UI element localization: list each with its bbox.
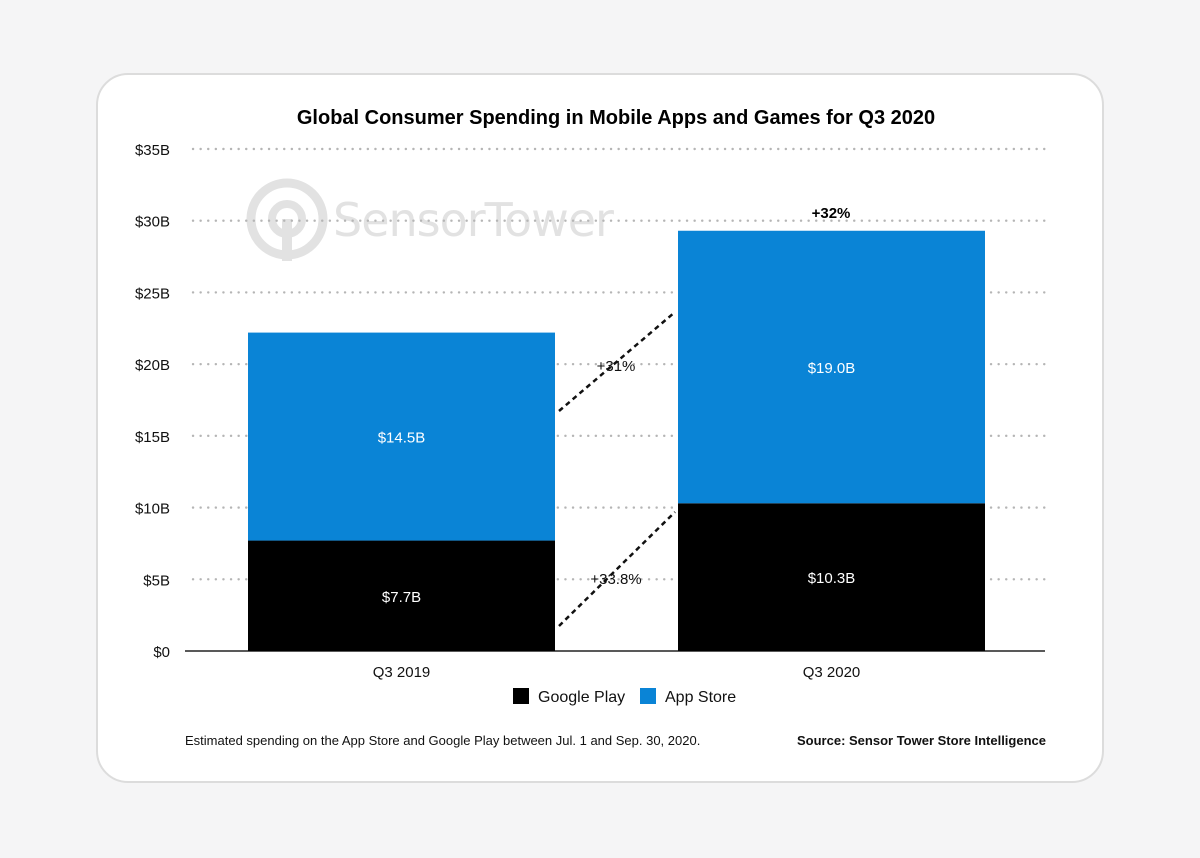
- bar-value-label: $7.7B: [382, 589, 421, 606]
- legend-swatch-google-play: [513, 688, 529, 704]
- growth-annotations: +31% +33.8% +32%: [558, 205, 851, 627]
- app-store-growth-label: +31%: [597, 358, 636, 375]
- bar-app-store: [248, 332, 555, 541]
- legend: Google Play App Store: [513, 688, 736, 706]
- bar-google-play: [248, 540, 555, 651]
- y-axis-ticks: $0 $5B $10B $15B $20B $25B $30B $35B: [135, 142, 170, 661]
- y-tick-label: $35B: [135, 142, 170, 159]
- x-axis-labels: Q3 2019 Q3 2020: [373, 664, 861, 681]
- legend-swatch-app-store: [640, 688, 656, 704]
- app-store-growth-connector: [558, 311, 676, 412]
- y-tick-label: $20B: [135, 357, 170, 374]
- total-growth-label: +32%: [812, 205, 851, 222]
- footnote: Estimated spending on the App Store and …: [185, 733, 701, 748]
- google-play-growth-connector: [558, 511, 676, 627]
- legend-label: Google Play: [538, 689, 625, 706]
- y-tick-label: $15B: [135, 429, 170, 446]
- chart-title: Global Consumer Spending in Mobile Apps …: [297, 107, 935, 129]
- bar-value-label: $14.5B: [378, 430, 426, 447]
- sensor-tower-logo-icon: [246, 178, 328, 261]
- bar-app-store: [678, 230, 985, 504]
- x-tick-label: Q3 2019: [373, 664, 431, 681]
- legend-label: App Store: [665, 689, 736, 706]
- google-play-growth-label: +33.8%: [590, 571, 641, 588]
- watermark: SensorTower: [246, 178, 615, 261]
- y-tick-label: $10B: [135, 501, 170, 518]
- y-tick-label: $0: [153, 644, 170, 661]
- y-tick-label: $30B: [135, 214, 170, 231]
- bar-value-label: $19.0B: [808, 360, 856, 377]
- y-tick-label: $25B: [135, 285, 170, 302]
- bar-google-play: [678, 503, 985, 651]
- bar-value-label: $10.3B: [808, 570, 856, 587]
- y-tick-label: $5B: [143, 572, 170, 589]
- source-note: Source: Sensor Tower Store Intelligence: [797, 733, 1046, 748]
- bars: $7.7B $14.5B $10.3B $19.0B: [248, 230, 985, 651]
- x-tick-label: Q3 2020: [803, 664, 861, 681]
